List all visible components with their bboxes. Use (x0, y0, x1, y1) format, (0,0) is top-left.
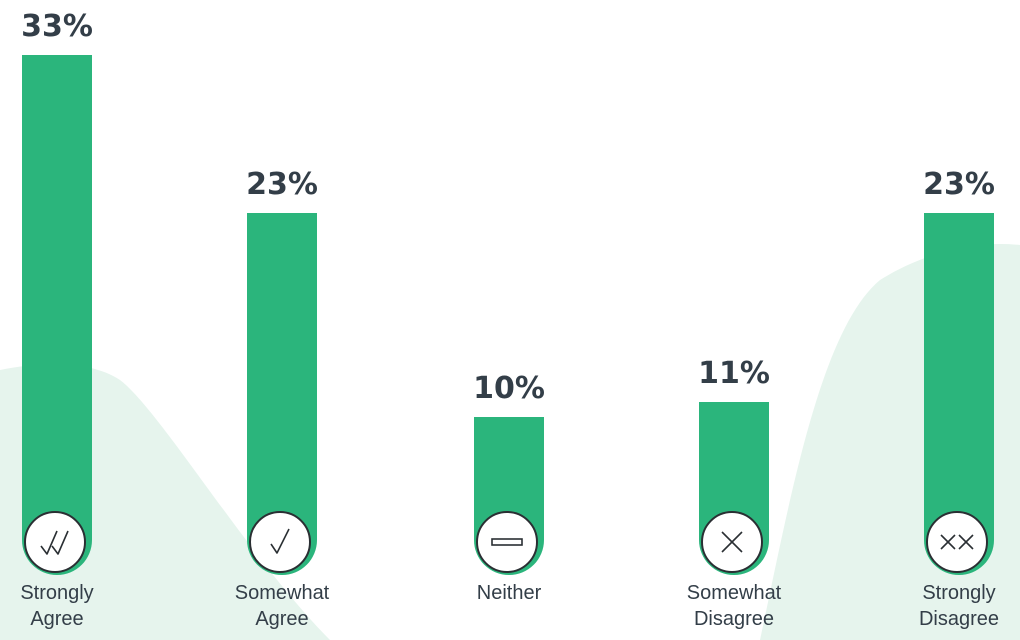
category-label-line: Somewhat (234, 582, 330, 604)
bar-group: 10% Neither (434, 0, 584, 640)
category-label-line: Somewhat (686, 582, 782, 604)
category-label: Strongly Agree (0, 580, 132, 632)
bar (474, 417, 544, 575)
category-label-line: Agree (255, 608, 309, 630)
category-label-line: Agree (30, 608, 84, 630)
bar-group: 23% Somewhat Agree (207, 0, 357, 640)
double-check-icon (24, 511, 86, 573)
category-label: Somewhat Disagree (659, 580, 809, 632)
double-x-icon (926, 510, 988, 573)
bar-group: 11% Somewhat Disagree (659, 0, 809, 640)
bar-value-label: 33% (21, 9, 93, 44)
bar (924, 212, 994, 575)
bar-value-label: 23% (923, 166, 995, 202)
category-label: Strongly Disagree (884, 580, 1020, 632)
bar-value-label: 11% (698, 355, 770, 391)
category-label-line: Neither (476, 582, 542, 604)
category-label-line: Disagree (693, 608, 775, 630)
bar (247, 212, 317, 575)
bar-value-label: 23% (246, 166, 318, 202)
x-icon (701, 510, 763, 573)
bar (699, 401, 769, 575)
category-label-line: Strongly (922, 582, 996, 604)
category-label: Somewhat Agree (207, 580, 357, 632)
category-label-line: Disagree (918, 608, 1000, 630)
check-icon (249, 510, 311, 573)
bar (22, 55, 92, 575)
bar-value-label: 10% (473, 371, 545, 407)
category-label: Neither (434, 580, 584, 606)
bar-group: 23% Strongly Disagree (884, 0, 1020, 640)
minus-icon (476, 510, 538, 573)
category-label-line: Strongly (20, 582, 94, 604)
bar-group: 33% Strongly Agree (0, 0, 132, 640)
